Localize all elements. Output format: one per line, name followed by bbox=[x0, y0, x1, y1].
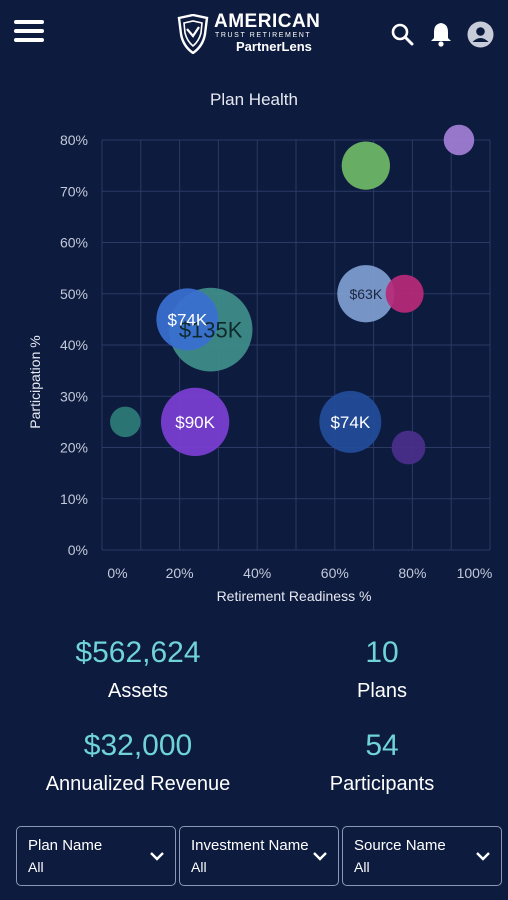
source-name-filter[interactable]: Source Name All bbox=[342, 826, 502, 886]
x-tick-label: 80% bbox=[398, 565, 426, 581]
filter-value: All bbox=[354, 859, 370, 875]
bubble-label: $74K bbox=[330, 413, 370, 432]
filter-title: Source Name bbox=[354, 837, 446, 854]
bubble bbox=[341, 141, 390, 190]
chart-title: Plan Health bbox=[210, 90, 298, 109]
y-axis-ticks: 0% 10% 20% 30% 40% 50% 60% 70% 80% bbox=[60, 132, 88, 558]
assets-stat: $562,624 Assets bbox=[11, 636, 265, 703]
y-tick-label: 0% bbox=[68, 542, 88, 558]
y-tick-label: 50% bbox=[60, 286, 88, 302]
bubble bbox=[337, 265, 395, 323]
plans-stat: 10 Plans bbox=[255, 636, 508, 703]
chevron-down-icon bbox=[476, 852, 490, 861]
app-header: AMERICAN TRUST RETIREMENT PartnerLens bbox=[0, 0, 508, 68]
shield-logo-icon bbox=[177, 14, 209, 54]
x-axis-ticks: 0% 20% 40% 60% 80% 100% bbox=[107, 565, 492, 581]
y-tick-label: 80% bbox=[60, 132, 88, 148]
bell-icon[interactable] bbox=[429, 21, 453, 47]
x-tick-label: 100% bbox=[457, 565, 493, 581]
brand-name: AMERICAN bbox=[214, 11, 321, 32]
chevron-down-icon bbox=[150, 852, 164, 861]
y-tick-label: 70% bbox=[60, 183, 88, 199]
y-axis-label: Participation % bbox=[27, 335, 43, 428]
plans-label: Plans bbox=[356, 680, 408, 702]
x-tick-label: 60% bbox=[321, 565, 349, 581]
bubble-series: $135K$74K$90K$63K$74K bbox=[110, 124, 475, 465]
filter-title: Plan Name bbox=[28, 837, 103, 854]
revenue-value: $32,000 bbox=[83, 729, 193, 762]
assets-value: $562,624 bbox=[75, 636, 201, 669]
filter-value: All bbox=[28, 859, 44, 875]
x-tick-label: 20% bbox=[166, 565, 194, 581]
bubble bbox=[319, 390, 382, 453]
chevron-down-icon bbox=[313, 852, 327, 861]
y-tick-label: 40% bbox=[60, 337, 88, 353]
menu-icon[interactable] bbox=[14, 20, 44, 44]
y-tick-label: 30% bbox=[60, 388, 88, 404]
y-tick-label: 20% bbox=[60, 440, 88, 456]
x-tick-label: 40% bbox=[243, 565, 271, 581]
bubble bbox=[385, 274, 424, 313]
bubble-label: $90K bbox=[175, 413, 215, 432]
bubble-label: $63K bbox=[349, 286, 382, 302]
chart-grid bbox=[101, 139, 491, 551]
y-tick-label: 60% bbox=[60, 235, 88, 251]
brand-logo: AMERICAN TRUST RETIREMENT PartnerLens bbox=[176, 12, 346, 56]
assets-label: Assets bbox=[107, 680, 169, 702]
investment-name-filter[interactable]: Investment Name All bbox=[179, 826, 339, 886]
brand-subtitle: TRUST RETIREMENT bbox=[215, 32, 312, 39]
plan-health-bubble-chart: 0% 10% 20% 30% 40% 50% 60% 70% 80% 0% 20% 40% 60% 80… bbox=[27, 124, 492, 604]
revenue-stat: $32,000 Annualized Revenue bbox=[11, 729, 265, 796]
x-tick-label: 0% bbox=[107, 565, 127, 581]
participants-stat: 54 Participants bbox=[255, 729, 508, 796]
bubble bbox=[160, 387, 230, 457]
plan-name-filter[interactable]: Plan Name All bbox=[16, 826, 176, 886]
bubble-label: $135K bbox=[179, 318, 243, 343]
bubble bbox=[391, 430, 426, 465]
participants-value: 54 bbox=[365, 729, 399, 762]
bubble-label: $74K bbox=[168, 310, 208, 329]
participants-label: Participants bbox=[329, 773, 435, 795]
x-axis-label: Retirement Readiness % bbox=[217, 588, 372, 604]
revenue-label: Annualized Revenue bbox=[45, 773, 231, 795]
bubble bbox=[156, 288, 219, 351]
y-tick-label: 10% bbox=[60, 491, 88, 507]
plans-value: 10 bbox=[365, 636, 399, 669]
bubble bbox=[110, 406, 141, 438]
filter-title: Investment Name bbox=[191, 837, 309, 854]
search-icon[interactable] bbox=[390, 22, 414, 46]
bubble bbox=[443, 124, 475, 156]
product-name: PartnerLens bbox=[236, 39, 312, 54]
user-avatar-icon[interactable] bbox=[467, 21, 494, 48]
filter-value: All bbox=[191, 859, 207, 875]
